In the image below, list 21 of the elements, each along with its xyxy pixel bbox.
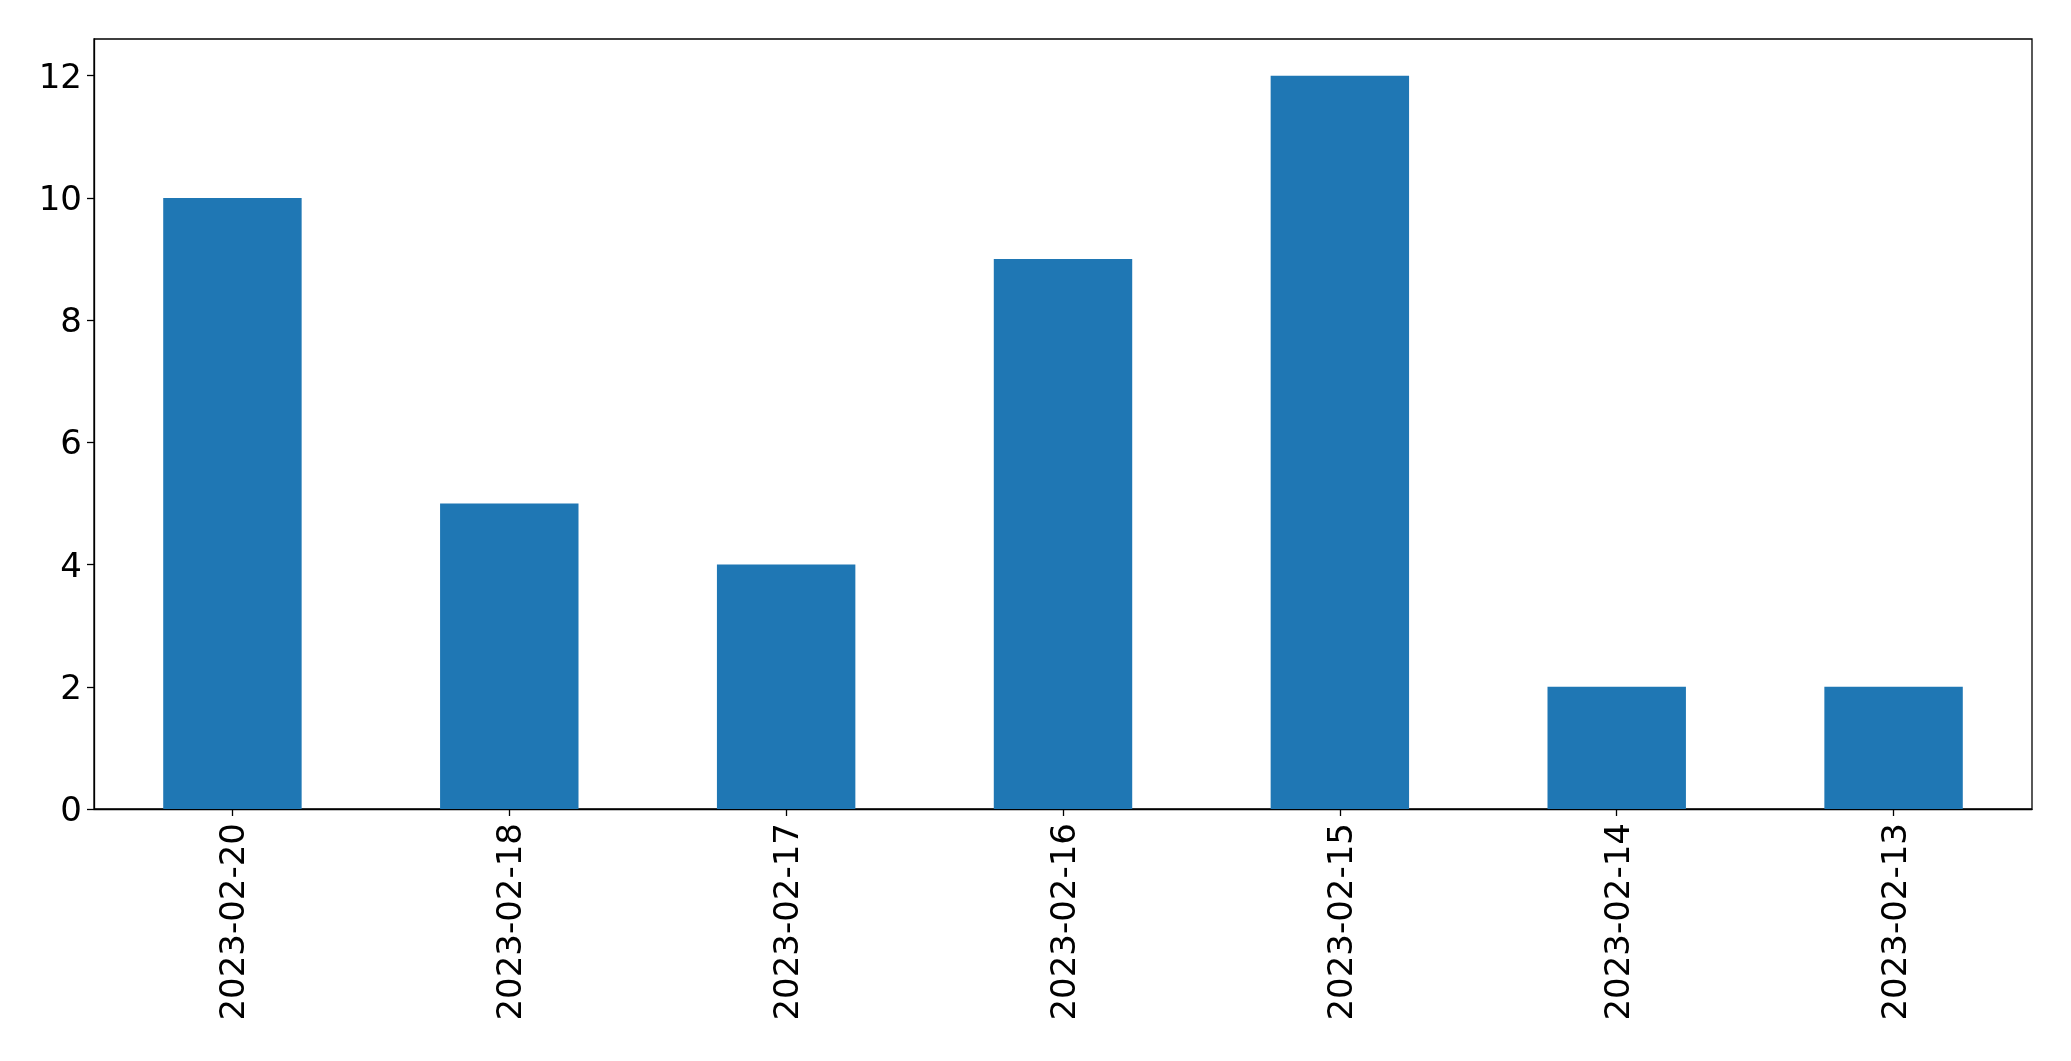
x-tick-label: 2023-02-15 xyxy=(1319,823,1360,1021)
bar xyxy=(163,197,302,809)
x-tick-label: 2023-02-18 xyxy=(489,823,530,1021)
bar xyxy=(1824,686,1963,809)
y-tick-label: 2 xyxy=(60,666,82,707)
bar xyxy=(993,259,1133,809)
x-tick-label: 2023-02-13 xyxy=(1873,823,1914,1021)
y-tick-label: 10 xyxy=(38,177,82,218)
y-tick-label: 8 xyxy=(60,300,82,341)
bar xyxy=(716,564,856,809)
y-tick-label: 4 xyxy=(60,544,82,585)
y-tick-label: 12 xyxy=(38,55,82,96)
y-tick-label: 0 xyxy=(60,789,82,829)
bar xyxy=(440,503,579,809)
x-tick-label: 2023-02-17 xyxy=(766,823,807,1021)
bar xyxy=(1270,75,1410,809)
x-tick-label: 2023-02-16 xyxy=(1043,823,1083,1021)
x-tick-label: 2023-02-20 xyxy=(212,823,253,1021)
y-tick-label: 6 xyxy=(60,422,82,463)
x-tick-label: 2023-02-14 xyxy=(1596,823,1637,1021)
bar xyxy=(1547,686,1686,809)
